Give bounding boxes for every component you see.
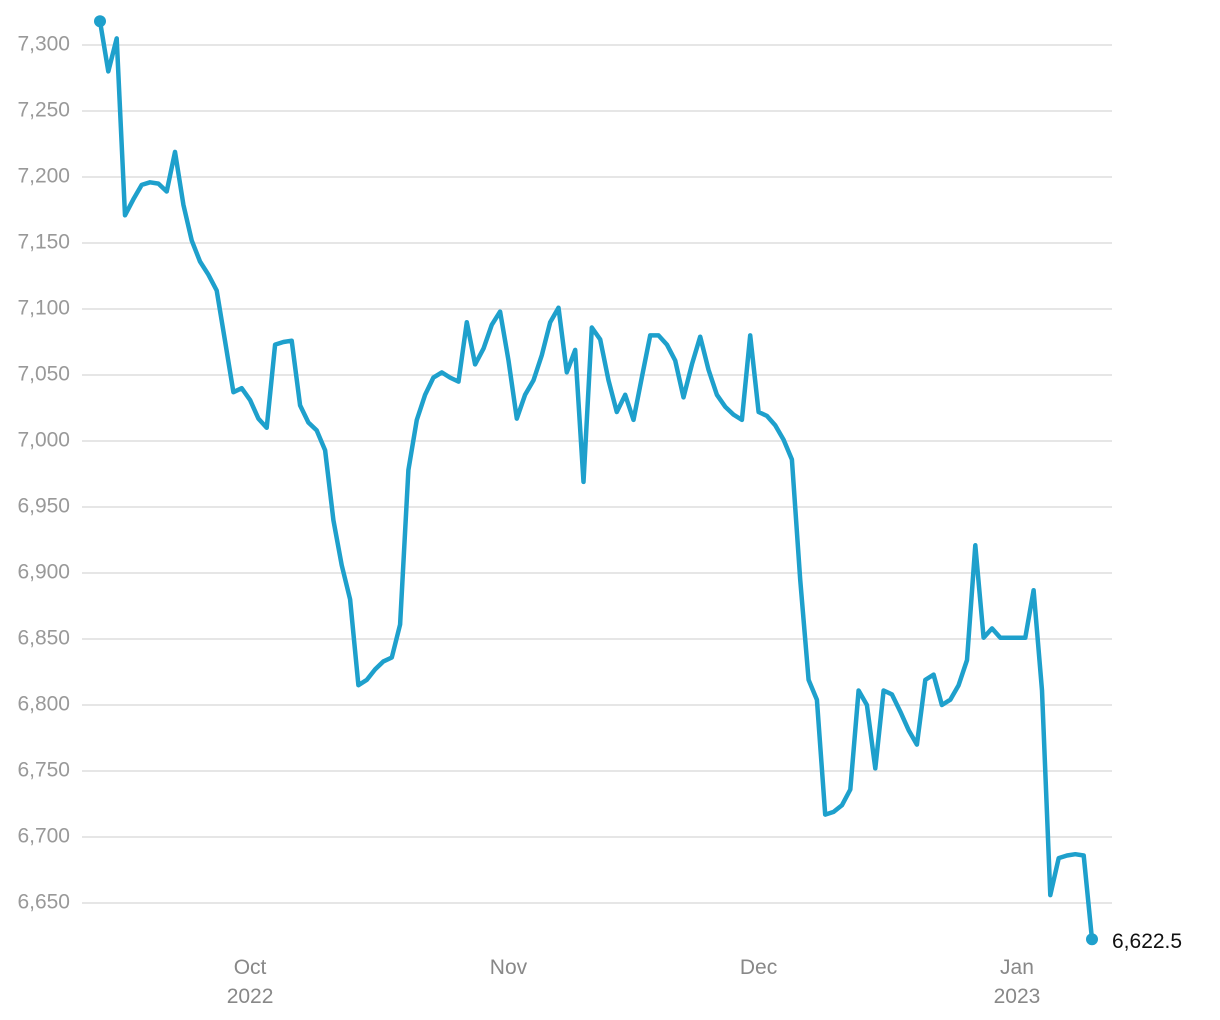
- x-tick-label: Dec: [739, 956, 778, 979]
- y-tick-label: 7,050: [17, 363, 70, 386]
- y-tick-label: 7,300: [17, 33, 70, 56]
- y-tick-label: 6,750: [17, 759, 70, 782]
- y-tick-label: 7,150: [17, 231, 70, 254]
- y-tick-label: 6,850: [17, 627, 70, 650]
- x-tick-label: Jan 2023: [993, 956, 1041, 1008]
- x-tick-label: Oct 2022: [226, 956, 274, 1008]
- x-tick-label: Nov: [489, 956, 528, 979]
- y-tick-label: 7,200: [17, 165, 70, 188]
- y-tick-label: 6,650: [17, 891, 70, 914]
- y-tick-label: 7,100: [17, 297, 70, 320]
- end-point: [1086, 933, 1098, 946]
- y-tick-label: 6,950: [17, 495, 70, 518]
- y-tick-label: 6,800: [17, 693, 70, 716]
- end-point: [94, 15, 106, 28]
- value-label: 6,622.5: [1112, 930, 1182, 953]
- y-tick-label: 6,900: [17, 561, 70, 584]
- line: [97, 18, 1095, 942]
- y-tick-label: 6,700: [17, 825, 70, 848]
- y-tick-label: 7,250: [17, 99, 70, 122]
- y-tick-label: 7,000: [17, 429, 70, 452]
